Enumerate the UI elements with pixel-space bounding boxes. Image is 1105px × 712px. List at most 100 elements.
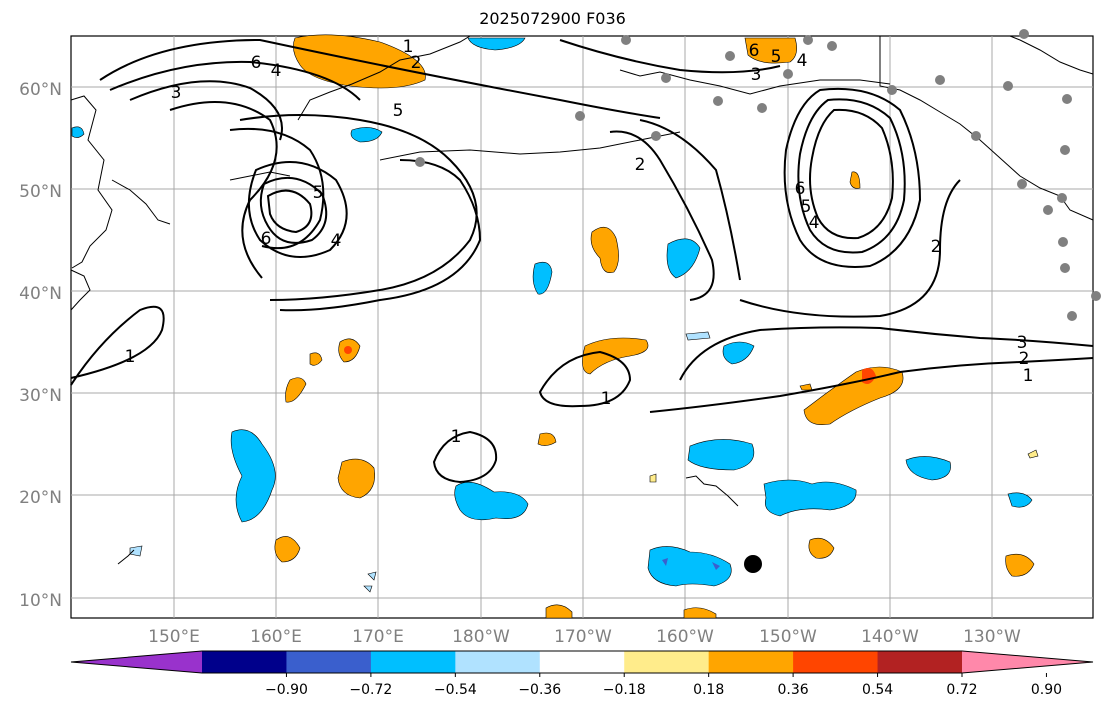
strong-positive-core [344, 346, 352, 354]
coastline-japan [70, 269, 91, 311]
colorbar-segment [877, 651, 963, 673]
contour-label: 2 [1019, 349, 1030, 369]
target-location-marker [744, 555, 762, 573]
contour-line [129, 80, 283, 141]
colorbar: −0.90 −0.72 −0.54 −0.36 −0.18 0.18 0.36 0.54 0.7… [70, 650, 1094, 698]
station-dot [1058, 237, 1068, 247]
colorbar-tick-label: −0.72 [349, 682, 392, 698]
negative-anomaly-area [1007, 492, 1033, 508]
negative-anomaly-area [454, 481, 529, 521]
station-dot [651, 131, 661, 141]
contour-lines [70, 38, 1094, 484]
lon-label: 170°W [554, 627, 612, 647]
station-dot [1003, 81, 1013, 91]
contour-line [239, 114, 478, 301]
station-dot [827, 41, 837, 51]
positive-anomaly-area [545, 604, 573, 619]
negative-anomaly-area [71, 126, 85, 138]
colorbar-segment [202, 651, 287, 673]
moderate-negative-core [712, 562, 720, 570]
contour-label: 1 [125, 347, 136, 367]
station-dot [1057, 193, 1067, 203]
lon-label: 160°W [656, 627, 714, 647]
weak-negative-anomaly-area [363, 585, 373, 593]
contour-line [266, 189, 313, 234]
colorbar-tick-label: 0.54 [862, 682, 893, 698]
contour-label: 5 [801, 197, 812, 217]
lon-label: 170°E [352, 627, 404, 647]
contour-label: 5 [771, 47, 782, 67]
lat-label: 60°N [19, 80, 62, 100]
coastline-kamchatka [70, 95, 113, 269]
station-dot [575, 111, 585, 121]
negative-anomaly-area [230, 429, 276, 523]
lat-label: 40°N [19, 284, 62, 304]
coastline-inland [1009, 35, 1094, 75]
colorbar-segment [370, 651, 456, 673]
lon-label: 130°W [963, 627, 1021, 647]
contour-label: 5 [313, 183, 324, 203]
negative-anomaly-area [905, 456, 951, 481]
positive-anomaly-area [309, 352, 323, 366]
contour-label: 1 [1023, 366, 1034, 386]
station-dot [1019, 29, 1029, 39]
contour-label: 6 [261, 229, 272, 249]
contour-line [432, 430, 498, 484]
graticule [71, 36, 1093, 618]
contour-label: 2 [411, 53, 422, 73]
negative-anomaly-area [350, 127, 383, 143]
station-dot [803, 35, 813, 45]
station-dot [1067, 311, 1077, 321]
contour-label: 6 [749, 41, 760, 61]
contour-label: 6 [251, 53, 262, 73]
colorbar-tick-label: 0.72 [946, 682, 977, 698]
weak-negative-anomaly-area [129, 545, 143, 557]
positive-anomaly-area [582, 337, 649, 375]
station-dot [757, 103, 767, 113]
coastline-aleutians [379, 131, 681, 161]
contour-label: 1 [601, 389, 612, 409]
station-dot [725, 51, 735, 61]
colorbar-extend-min [71, 651, 202, 673]
contour-label: 4 [797, 51, 808, 71]
colorbar-tick-label: −0.90 [265, 682, 308, 698]
colorbar-tick-label: −0.54 [434, 682, 477, 698]
contour-line [797, 98, 906, 254]
positive-anomaly-area [537, 432, 557, 446]
contour-line [559, 39, 781, 74]
negative-anomaly-area [687, 439, 755, 471]
contour-label: 1 [451, 427, 462, 447]
station-dot [415, 157, 425, 167]
coastline-hawaii [685, 475, 739, 507]
contour-line [809, 108, 894, 240]
station-dot [1060, 145, 1070, 155]
positive-anomaly-area [683, 607, 717, 619]
colorbar-tick-label: −0.36 [518, 682, 561, 698]
negative-anomaly-area [532, 261, 553, 295]
weak-positive-anomaly-area [1027, 449, 1039, 459]
station-dot [935, 75, 945, 85]
negative-anomaly-area [722, 341, 755, 365]
contour-label: 3 [751, 65, 762, 85]
lat-label: 30°N [19, 386, 62, 406]
contour-label: 2 [635, 155, 646, 175]
station-dot [1060, 263, 1070, 273]
contour-line [70, 305, 165, 386]
lat-label: 20°N [19, 488, 62, 508]
colorbar-tick-label: 0.18 [693, 682, 724, 698]
coastline-kuril [111, 179, 171, 225]
lon-label: 180°W [452, 627, 510, 647]
lon-label: 150°W [759, 627, 817, 647]
contour-label: 1 [403, 37, 414, 57]
positive-anomaly-area [590, 226, 619, 273]
contour-line [739, 179, 961, 318]
positive-anomaly-area [285, 377, 307, 403]
contour-line [247, 161, 348, 258]
station-dot [1062, 94, 1072, 104]
colorbar-tick-label: −0.18 [603, 682, 646, 698]
contour-label: 5 [393, 101, 404, 121]
negative-anomaly-area [763, 479, 857, 517]
contour-label: 6 [795, 179, 806, 199]
colorbar-segment [539, 651, 625, 673]
contour-label: 4 [271, 61, 282, 81]
